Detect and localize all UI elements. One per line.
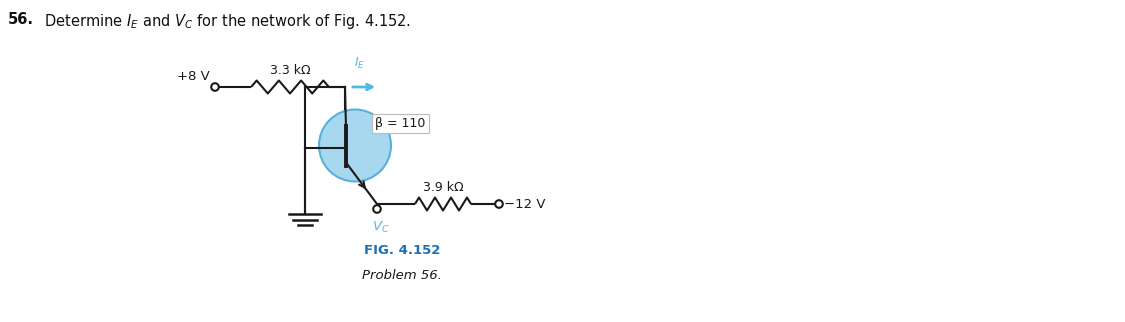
- Text: β = 110: β = 110: [375, 117, 425, 130]
- Text: FIG. 4.152: FIG. 4.152: [363, 244, 440, 257]
- Circle shape: [212, 83, 218, 91]
- Text: Problem 56.: Problem 56.: [362, 269, 442, 282]
- Text: 56.: 56.: [8, 12, 34, 27]
- Text: +8 V: +8 V: [178, 70, 210, 83]
- Circle shape: [319, 109, 391, 182]
- Text: 3.3 kΩ: 3.3 kΩ: [270, 64, 311, 77]
- Text: −12 V: −12 V: [504, 197, 546, 211]
- Text: $I_E$: $I_E$: [354, 56, 366, 71]
- Circle shape: [495, 200, 503, 208]
- Text: 3.9 kΩ: 3.9 kΩ: [423, 181, 464, 194]
- Text: Determine $I_E$ and $V_C$ for the network of Fig. 4.152.: Determine $I_E$ and $V_C$ for the networ…: [35, 12, 411, 31]
- Circle shape: [374, 205, 380, 213]
- Text: $V_C$: $V_C$: [372, 220, 389, 235]
